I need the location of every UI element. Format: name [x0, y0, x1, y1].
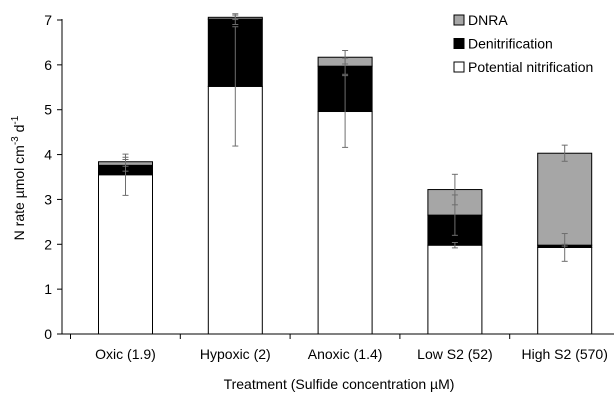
y-axis-title-exp1: -3 — [10, 136, 21, 145]
y-axis-title-base: N rate µmol cm — [11, 145, 27, 240]
y-tick-label: 7 — [44, 12, 52, 28]
error-bar-denitrification — [561, 243, 568, 247]
error-bars-layer — [122, 13, 568, 262]
x-axis-title: Treatment (Sulfide concentration µM) — [224, 376, 455, 392]
y-tick-label: 2 — [44, 236, 52, 252]
x-tick-label: Oxic (1.9) — [95, 346, 156, 362]
legend-label: Potential nitrification — [468, 59, 593, 75]
y-tick-label: 5 — [44, 102, 52, 118]
legend-item-denitrification: Denitrification — [453, 36, 553, 52]
y-axis-title-mid: d — [11, 125, 27, 137]
error-bar-dnra — [232, 14, 239, 21]
y-axis-title-exp2: -1 — [10, 115, 21, 124]
legend-item-potential-nitrification: Potential nitrification — [453, 59, 593, 75]
legend-item-dnra: DNRA — [453, 12, 508, 28]
y-tick-label: 3 — [44, 191, 52, 207]
error-bar-dnra — [122, 156, 129, 167]
x-tick-labels: Oxic (1.9) Hypoxic (2) Anoxic (1.4) Low S2 … — [95, 346, 608, 362]
error-bar-potential-nitrification — [232, 26, 239, 147]
error-bar-dnra — [342, 50, 349, 65]
x-tick-label: Anoxic (1.4) — [308, 346, 383, 362]
error-bar-potential-nitrification — [451, 241, 458, 249]
x-tick-label: High S2 (570) — [522, 346, 608, 362]
legend: DNRA Denitrification Potential nitrificati… — [453, 12, 593, 75]
bar-dnra — [537, 152, 593, 246]
error-bar-dnra — [561, 144, 568, 162]
bar-potential-nitrification — [317, 111, 373, 335]
legend-label: Denitrification — [468, 36, 553, 52]
legend-swatch — [453, 38, 465, 49]
legend-swatch — [453, 61, 465, 73]
legend-label: DNRA — [468, 12, 508, 28]
y-tick-label: 0 — [44, 326, 52, 342]
error-bar-potential-nitrification — [342, 75, 349, 148]
x-tick-label: Hypoxic (2) — [200, 346, 271, 362]
y-tick-label: 4 — [44, 147, 52, 163]
y-tick-label: 6 — [44, 57, 52, 73]
y-tick-labels: 0 1 2 3 4 5 6 7 — [44, 12, 52, 342]
x-tick-label: Low S2 (52) — [417, 346, 492, 362]
legend-swatch — [453, 14, 465, 26]
bar-potential-nitrification — [427, 244, 483, 335]
y-tick-label: 1 — [44, 281, 52, 297]
error-bar-potential-nitrification — [561, 233, 568, 262]
bar-potential-nitrification — [98, 174, 153, 335]
axes-layer — [57, 19, 614, 339]
y-axis-title: N rate µmol cm-3 d-1 — [10, 115, 27, 240]
error-bar-dnra — [451, 173, 458, 206]
